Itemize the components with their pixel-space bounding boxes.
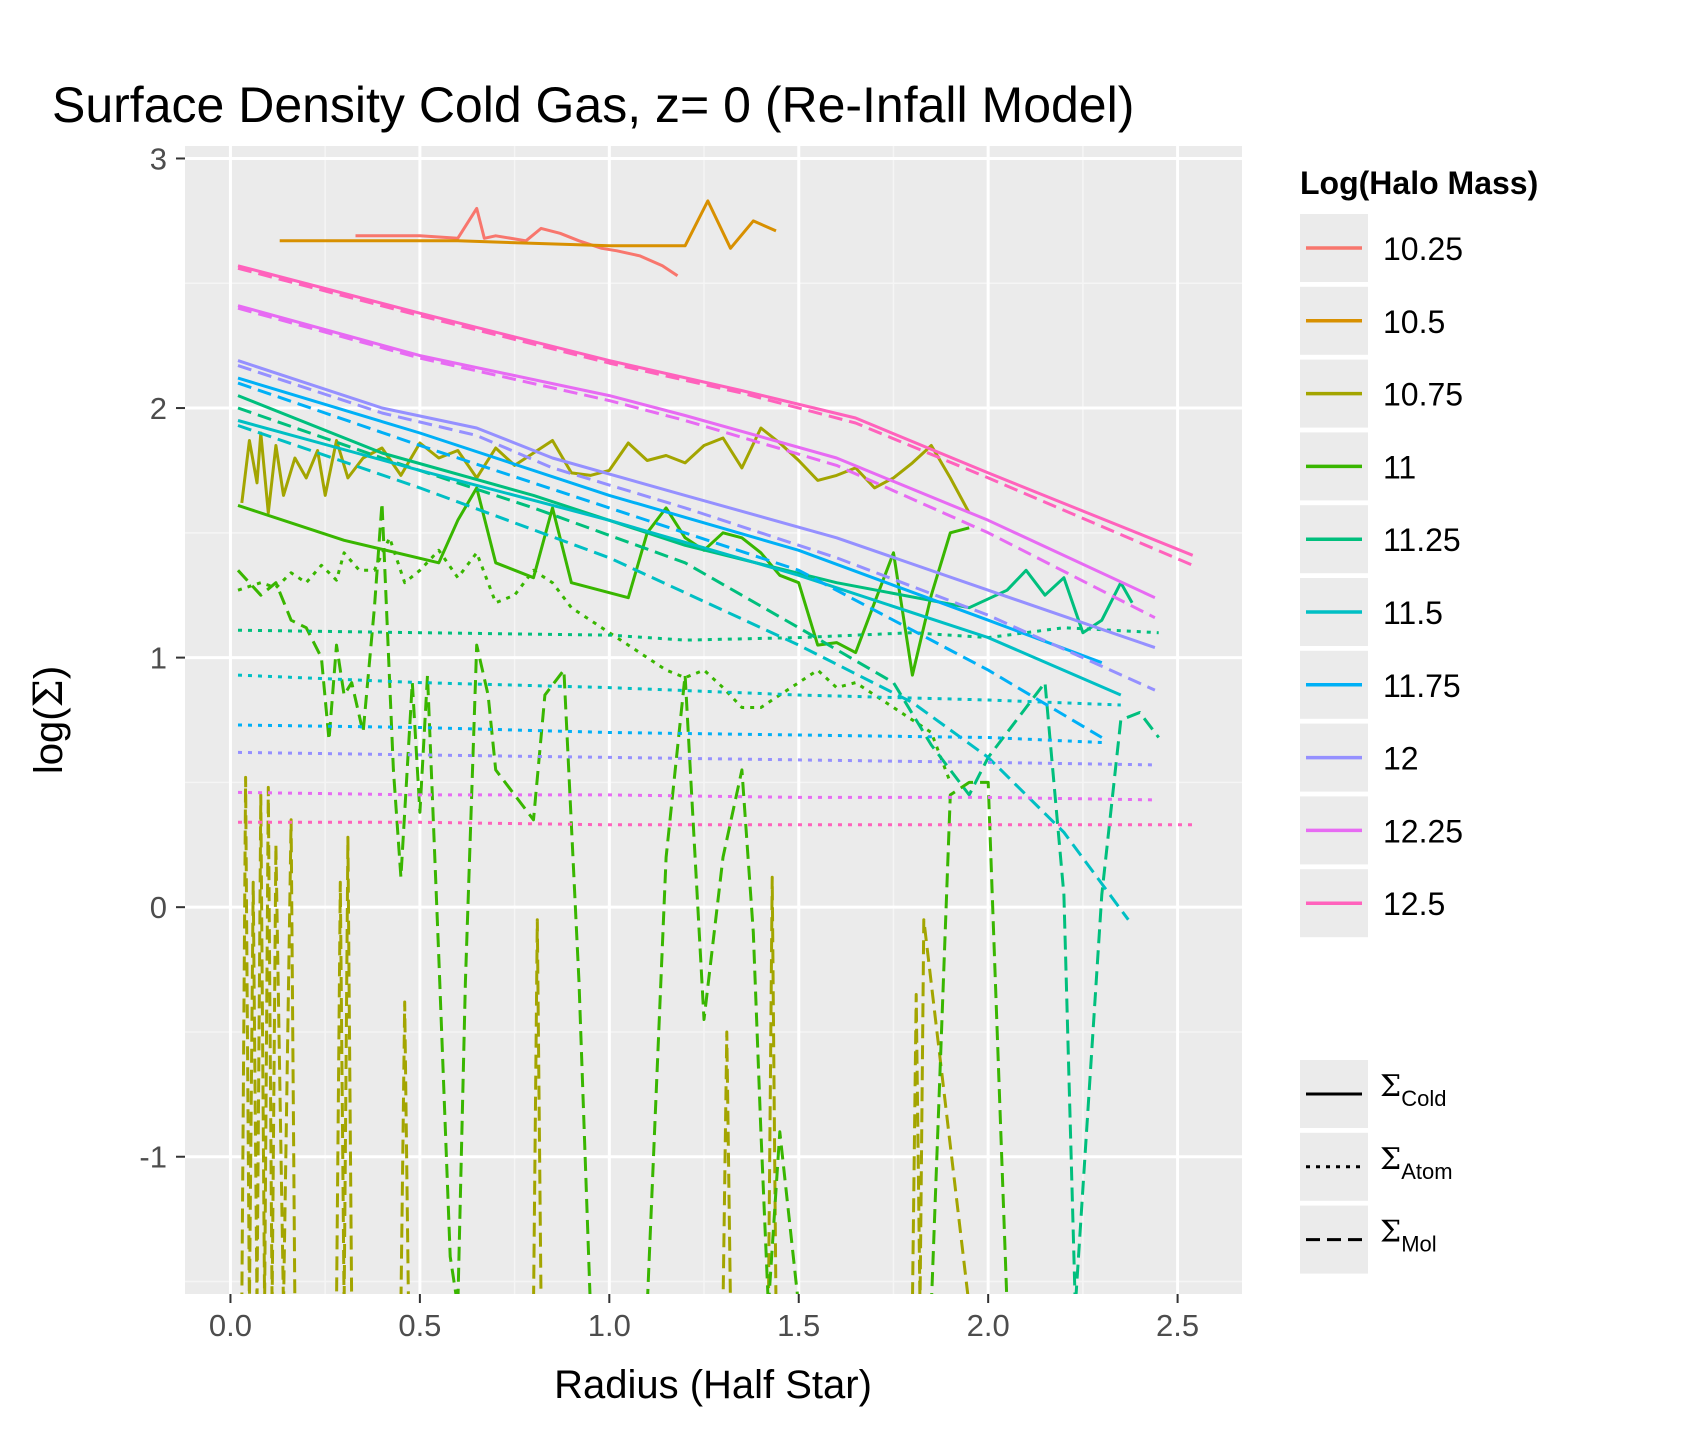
y-axis-title-symbol: Σ bbox=[26, 679, 72, 707]
series-line-11-cold bbox=[237, 486, 970, 677]
linetype-legend-symbol: Σ bbox=[1380, 1142, 1401, 1177]
series-line-12-5-atom bbox=[238, 820, 1193, 827]
legend-item: 12.5 bbox=[1300, 869, 1445, 938]
series-line-12-25-mol bbox=[237, 306, 1156, 620]
legend-item: 12.25 bbox=[1300, 796, 1463, 865]
series-line-11-5-cold bbox=[237, 419, 1122, 697]
series-line-10-25-cold bbox=[355, 206, 679, 278]
legend-label: 11 bbox=[1383, 449, 1416, 485]
linetype-legend-subscript: Atom bbox=[1401, 1159, 1452, 1184]
series-line-12-25-cold bbox=[237, 304, 1156, 600]
legend-item: 11.25 bbox=[1300, 505, 1461, 574]
legend-colors: 10.25 10.5 10.75 11 11.25 11.5 11.75 12 12.25 12.… bbox=[1300, 214, 1463, 938]
series-line-11-mol bbox=[236, 501, 1009, 1294]
x-tick-label: 1.0 bbox=[588, 1308, 631, 1343]
x-tick-label: 0.0 bbox=[209, 1308, 252, 1343]
series-line-11-atom bbox=[237, 536, 952, 783]
legend-label: 10.5 bbox=[1383, 304, 1445, 340]
linetype-legend-item: ΣCold bbox=[1300, 1060, 1446, 1128]
x-tick-label: 2.5 bbox=[1156, 1308, 1199, 1343]
linetype-legend-item: ΣMol bbox=[1300, 1205, 1437, 1274]
x-tick-label: 1.5 bbox=[777, 1308, 820, 1343]
series-line-11-25-atom bbox=[237, 626, 1159, 642]
legend-label: 10.75 bbox=[1383, 377, 1463, 413]
legend-item: 10.5 bbox=[1300, 286, 1445, 355]
y-tick-label: 1 bbox=[150, 641, 167, 676]
y-axis-title-prefix: log( bbox=[27, 707, 71, 774]
grid-minor bbox=[185, 146, 1242, 1294]
linetype-legend-label: ΣCold bbox=[1380, 1069, 1446, 1111]
series-line-11-75-cold bbox=[237, 376, 1103, 665]
series-line-12-cold bbox=[237, 359, 1156, 650]
legend-item: 11 bbox=[1300, 432, 1416, 501]
series-line-10-75-cold bbox=[240, 426, 971, 515]
x-axis: 0.0 0.5 1.0 1.5 2.0 2.5 bbox=[209, 1294, 1199, 1343]
y-axis-title: log(Σ) bbox=[26, 666, 72, 774]
legend-label: 11.75 bbox=[1383, 668, 1461, 704]
legend-label: 12.5 bbox=[1383, 886, 1445, 922]
legend-label: 12 bbox=[1383, 741, 1419, 777]
linetype-legend-symbol: Σ bbox=[1380, 1215, 1401, 1250]
series-line-12-atom bbox=[237, 750, 1155, 767]
y-tick-label: 2 bbox=[150, 391, 167, 426]
legend-item: 10.25 bbox=[1300, 214, 1463, 282]
legend-title: Log(Halo Mass) bbox=[1300, 165, 1538, 201]
linetype-legend-label: ΣAtom bbox=[1380, 1142, 1453, 1184]
plot-clip bbox=[236, 199, 1194, 1294]
series-line-11-75-atom bbox=[237, 723, 1102, 744]
legend-item: 11.5 bbox=[1300, 578, 1443, 646]
linetype-legend-item: ΣAtom bbox=[1300, 1132, 1453, 1201]
y-tick-label: -1 bbox=[139, 1140, 167, 1175]
legend-label: 12.25 bbox=[1383, 813, 1463, 849]
legend-item: 11.75 bbox=[1300, 650, 1461, 719]
legend-item: 10.75 bbox=[1300, 359, 1463, 428]
legend-label: 11.25 bbox=[1383, 522, 1461, 558]
series-line-11-25-cold bbox=[237, 394, 1134, 635]
y-axis-title-suffix: ) bbox=[27, 666, 71, 679]
series-line-11-75-mol bbox=[237, 381, 1103, 739]
chart-title: Surface Density Cold Gas, z= 0 (Re-Infal… bbox=[52, 77, 1134, 133]
series-line-11-5-mol bbox=[237, 424, 1130, 921]
series-group bbox=[236, 199, 1194, 1294]
grid-major bbox=[185, 146, 1242, 1294]
y-tick-label: 3 bbox=[150, 141, 167, 176]
y-axis: -1 0 1 2 3 bbox=[139, 141, 185, 1175]
linetype-legend-subscript: Mol bbox=[1401, 1232, 1436, 1257]
series-line-10-5-cold bbox=[279, 199, 777, 250]
y-tick-label: 0 bbox=[150, 890, 167, 925]
linetype-legend-subscript: Cold bbox=[1401, 1086, 1446, 1111]
series-line-12-5-cold bbox=[237, 264, 1194, 557]
legend-label: 11.5 bbox=[1383, 595, 1443, 631]
legend-label: 10.25 bbox=[1383, 231, 1463, 267]
series-line-11-5-atom bbox=[237, 673, 1121, 707]
x-tick-label: 0.5 bbox=[398, 1308, 441, 1343]
linetype-legend-symbol: Σ bbox=[1380, 1069, 1401, 1104]
series-line-12-5-mol bbox=[237, 266, 1194, 567]
series-line-12-mol bbox=[237, 364, 1156, 692]
legend-item: 12 bbox=[1300, 723, 1419, 792]
linetype-legend-label: ΣMol bbox=[1380, 1215, 1437, 1257]
x-tick-label: 2.0 bbox=[967, 1308, 1010, 1343]
series-line-12-25-atom bbox=[237, 790, 1155, 802]
x-axis-title: Radius (Half Star) bbox=[554, 1363, 872, 1407]
